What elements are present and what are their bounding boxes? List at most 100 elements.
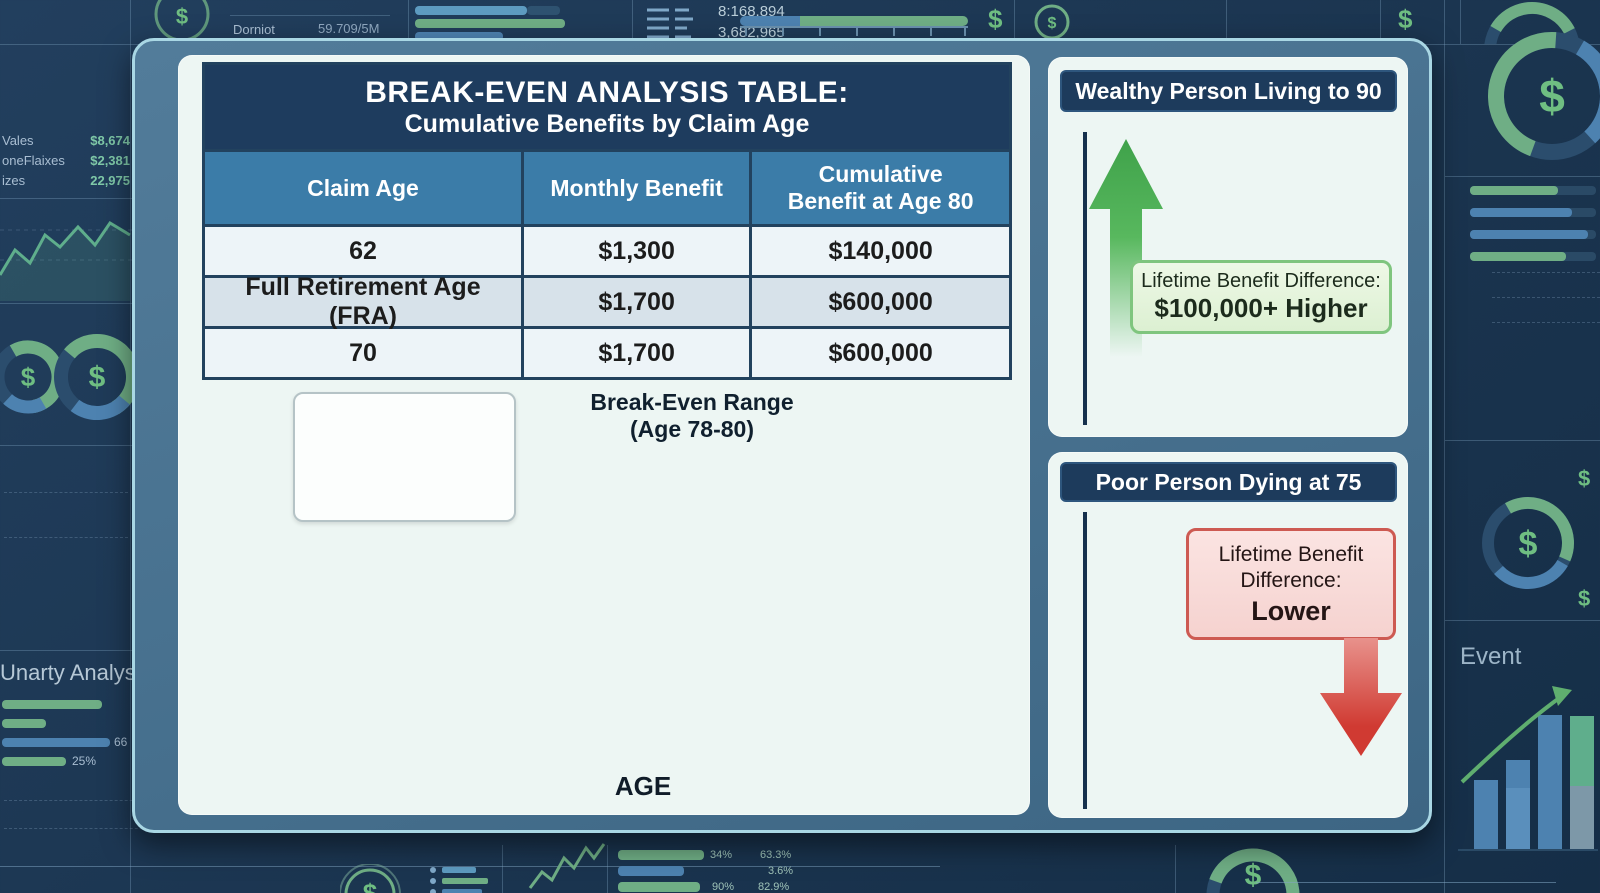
cell-monthly-benefit: $1,300	[520, 227, 750, 275]
table-header-row: Claim Age Monthly Benefit Cumulative Ben…	[205, 149, 1009, 224]
divider	[1445, 176, 1600, 177]
svg-text:$: $	[1245, 859, 1262, 892]
callout-line1: Lifetime Benefit Difference:	[1141, 270, 1381, 292]
divider	[502, 845, 503, 893]
divider	[1175, 845, 1176, 893]
cell-claim-age: 62	[205, 227, 521, 275]
decor-bar-chart	[1266, 850, 1542, 856]
svg-text:$: $	[1519, 525, 1538, 563]
table-title: BREAK-EVEN ANALYSIS TABLE: Cumulative Be…	[205, 65, 1009, 149]
table-title-line2: Cumulative Benefits by Claim Age	[404, 109, 810, 138]
decor-ring-icon	[1484, 2, 1580, 44]
decor-hbar	[2, 700, 102, 709]
divider	[1256, 882, 1556, 883]
poor-panel-title: Poor Person Dying at 75	[1060, 462, 1397, 502]
gridline	[1492, 297, 1600, 299]
decor-value: 3,682,965	[718, 24, 785, 41]
decor-line-chart	[0, 220, 132, 301]
decor-bar-chart	[1020, 845, 1140, 879]
cell-monthly-benefit: $1,700	[520, 278, 750, 326]
decor-hbar-label: 25%	[72, 754, 97, 768]
decor-y-labels	[1452, 266, 1486, 368]
list-icon	[647, 8, 693, 39]
decor-hbar	[527, 6, 560, 15]
decor-hbar	[1470, 230, 1588, 239]
x-axis-title: AGE	[614, 771, 672, 801]
decor-value: 8:168.894	[718, 3, 785, 20]
dollar-badge-icon: $	[154, 0, 210, 42]
decor-hbar	[415, 19, 565, 28]
divider	[1445, 620, 1600, 621]
poor-panel: Poor Person Dying at 75 Lifetime Benefit…	[1048, 452, 1408, 818]
decor-hbar	[1470, 208, 1572, 217]
divider	[1014, 0, 1015, 44]
callout-line3: Lower	[1251, 595, 1331, 626]
dollar-donut-icon: $	[1482, 497, 1574, 589]
divider	[0, 866, 940, 867]
down-arrow-icon	[1320, 638, 1402, 756]
dollar-icon: $	[1398, 4, 1413, 34]
callout-line2: Difference:	[1240, 568, 1342, 592]
table-row: 70 $1,700 $600,000	[205, 326, 1009, 377]
breakeven-table: BREAK-EVEN ANALYSIS TABLE: Cumulative Be…	[202, 62, 1012, 380]
cell-claim-age: Full Retirement Age (FRA)	[205, 273, 521, 330]
decor-zigzag-chart	[528, 843, 606, 889]
gridline	[1492, 272, 1600, 274]
wealthy-bar-chart	[1083, 132, 1163, 425]
breakeven-annotation: Break-Even Range (Age 78-80)	[562, 389, 822, 443]
divider	[632, 0, 633, 44]
decor-hbar-label: 66	[114, 735, 128, 749]
wealthy-panel-title: Wealthy Person Living to 90	[1060, 70, 1397, 112]
cell-cumulative-benefit: $600,000	[749, 329, 1009, 377]
decor-hbar	[2, 757, 66, 766]
svg-text:$: $	[89, 361, 106, 394]
divider	[130, 0, 131, 893]
decor-hbar	[415, 32, 503, 41]
gridline	[4, 537, 128, 539]
decor-bar-chart	[1494, 268, 1598, 394]
decor-hbar	[1470, 186, 1558, 195]
decor-pct-label: 82.9%	[758, 881, 790, 893]
divider	[0, 303, 132, 304]
callout-line2: $100,000+ Higher	[1154, 293, 1368, 323]
poor-callout: Lifetime Benefit Difference: Lower	[1186, 528, 1396, 640]
poor-bar-chart	[1083, 512, 1087, 809]
svg-text:$: $	[1048, 15, 1057, 32]
wealthy-callout: Lifetime Benefit Difference: $100,000+ H…	[1130, 260, 1392, 334]
svg-text:$: $	[363, 878, 378, 893]
decor-section-title: Unarty Analysi	[0, 660, 141, 685]
decor-pct-label: 34%	[710, 849, 733, 861]
dollar-badge-icon: $	[340, 864, 401, 893]
divider	[607, 845, 608, 893]
cell-cumulative-benefit: $140,000	[749, 227, 1009, 275]
dollar-icon: $	[988, 4, 1003, 34]
decor-label: Dorniot	[233, 22, 275, 37]
svg-text:$: $	[1539, 70, 1565, 122]
col-header-cumulative-benefit: Cumulative Benefit at Age 80	[749, 152, 1009, 224]
decor-hbar	[2, 738, 110, 747]
chart-legend	[293, 392, 516, 522]
decor-hbar	[415, 6, 527, 15]
dollar-icon: $	[1578, 466, 1591, 491]
col-header-monthly-benefit: Monthly Benefit	[520, 152, 749, 224]
decor-value: 59.709/5M	[318, 21, 380, 36]
gridline	[4, 492, 128, 494]
dollar-badge-icon: $	[1034, 4, 1070, 40]
divider	[230, 15, 390, 16]
divider	[408, 0, 409, 44]
table-row: 62 $1,300 $140,000	[205, 224, 1009, 275]
svg-text:$: $	[21, 362, 36, 392]
divider	[1460, 0, 1461, 44]
slider-ticks	[740, 26, 968, 36]
slider-track	[800, 16, 968, 26]
decor-hbar	[1470, 252, 1566, 261]
divider	[0, 650, 132, 651]
dollar-icon: $	[1578, 586, 1591, 611]
decor-bar-chart	[4, 12, 130, 107]
up-arrow-icon	[1089, 139, 1163, 357]
decor-bar-chart	[1240, 4, 1352, 42]
cell-monthly-benefit: $1,700	[520, 329, 750, 377]
table-title-line1: BREAK-EVEN ANALYSIS TABLE:	[365, 75, 849, 109]
svg-text:$: $	[176, 4, 188, 29]
